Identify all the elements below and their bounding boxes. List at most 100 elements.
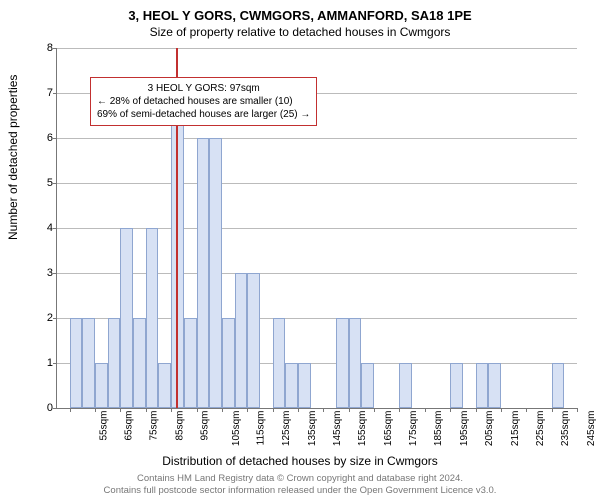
y-tick-mark [53,138,57,139]
histogram-bar [361,363,374,408]
annotation-line2: ← 28% of detached houses are smaller (10… [97,95,310,108]
x-tick-mark [349,408,350,412]
histogram-bar [552,363,565,408]
y-tick-mark [53,318,57,319]
histogram-bar [209,138,222,408]
x-tick-label: 225sqm [535,411,546,447]
histogram-bar [95,363,108,408]
x-tick-mark [95,408,96,412]
y-tick-label: 6 [35,132,53,144]
gridline [57,273,577,274]
histogram-bar [247,273,260,408]
x-tick-mark [425,408,426,412]
x-axis-label: Distribution of detached houses by size … [0,454,600,468]
annotation-line3: 69% of semi-detached houses are larger (… [97,108,310,121]
x-tick-mark [197,408,198,412]
x-tick-mark [399,408,400,412]
y-tick-label: 1 [35,357,53,369]
credits: Contains HM Land Registry data © Crown c… [0,473,600,496]
histogram-bar [108,318,121,408]
x-tick-mark [298,408,299,412]
x-tick-label: 75sqm [149,411,160,441]
y-tick-mark [53,273,57,274]
x-tick-label: 195sqm [459,411,470,447]
x-tick-label: 85sqm [174,411,185,441]
x-tick-mark [146,408,147,412]
x-tick-label: 155sqm [357,411,368,447]
x-tick-mark [120,408,121,412]
x-tick-label: 165sqm [383,411,394,447]
x-tick-mark [273,408,274,412]
gridline [57,48,577,49]
x-tick-mark [70,408,71,412]
y-tick-mark [53,228,57,229]
x-tick-mark [247,408,248,412]
x-tick-label: 95sqm [200,411,211,441]
x-tick-label: 235sqm [560,411,571,447]
x-tick-mark [374,408,375,412]
title-main: 3, HEOL Y GORS, CWMGORS, AMMANFORD, SA18… [0,0,600,23]
histogram-bar [298,363,311,408]
annotation-line1: 3 HEOL Y GORS: 97sqm [97,82,310,95]
x-tick-mark [501,408,502,412]
histogram-bar [82,318,95,408]
x-tick-label: 65sqm [124,411,135,441]
x-tick-mark [476,408,477,412]
title-sub: Size of property relative to detached ho… [0,25,600,39]
histogram-bar [285,363,298,408]
histogram-bar [146,228,159,408]
histogram-bar [197,138,210,408]
x-tick-label: 185sqm [434,411,445,447]
plot-area: 01234567855sqm65sqm75sqm85sqm95sqm105sqm… [56,48,577,409]
y-axis-label: Number of detached properties [6,75,20,240]
chart-container: 3, HEOL Y GORS, CWMGORS, AMMANFORD, SA18… [0,0,600,500]
x-tick-label: 145sqm [332,411,343,447]
y-tick-label: 5 [35,177,53,189]
x-tick-mark [450,408,451,412]
x-tick-label: 105sqm [231,411,242,447]
x-tick-label: 175sqm [408,411,419,447]
gridline [57,138,577,139]
histogram-bar [399,363,412,408]
histogram-bar [70,318,83,408]
histogram-bar [120,228,133,408]
histogram-bar [450,363,463,408]
y-tick-mark [53,408,57,409]
y-tick-mark [53,363,57,364]
x-tick-mark [222,408,223,412]
x-tick-mark [171,408,172,412]
histogram-bar [349,318,362,408]
y-tick-mark [53,183,57,184]
histogram-bar [336,318,349,408]
y-tick-label: 3 [35,267,53,279]
gridline [57,228,577,229]
histogram-bar [184,318,197,408]
histogram-bar [133,318,146,408]
histogram-bar [235,273,248,408]
x-tick-label: 215sqm [510,411,521,447]
x-tick-label: 205sqm [484,411,495,447]
x-tick-label: 125sqm [281,411,292,447]
y-tick-mark [53,48,57,49]
histogram-bar [222,318,235,408]
x-tick-mark [526,408,527,412]
histogram-bar [158,363,171,408]
x-tick-label: 55sqm [98,411,109,441]
x-tick-mark [323,408,324,412]
y-tick-label: 8 [35,42,53,54]
y-tick-label: 4 [35,222,53,234]
histogram-bar [273,318,286,408]
annotation-box: 3 HEOL Y GORS: 97sqm← 28% of detached ho… [90,77,317,126]
credits-line1: Contains HM Land Registry data © Crown c… [0,473,600,484]
x-tick-mark [577,408,578,412]
y-tick-label: 2 [35,312,53,324]
x-tick-label: 135sqm [307,411,318,447]
credits-line2: Contains full postcode sector informatio… [0,485,600,496]
x-tick-mark [552,408,553,412]
x-tick-label: 245sqm [586,411,597,447]
histogram-bar [476,363,489,408]
x-tick-label: 115sqm [255,411,266,446]
y-tick-label: 0 [35,402,53,414]
histogram-bar [488,363,501,408]
y-tick-label: 7 [35,87,53,99]
